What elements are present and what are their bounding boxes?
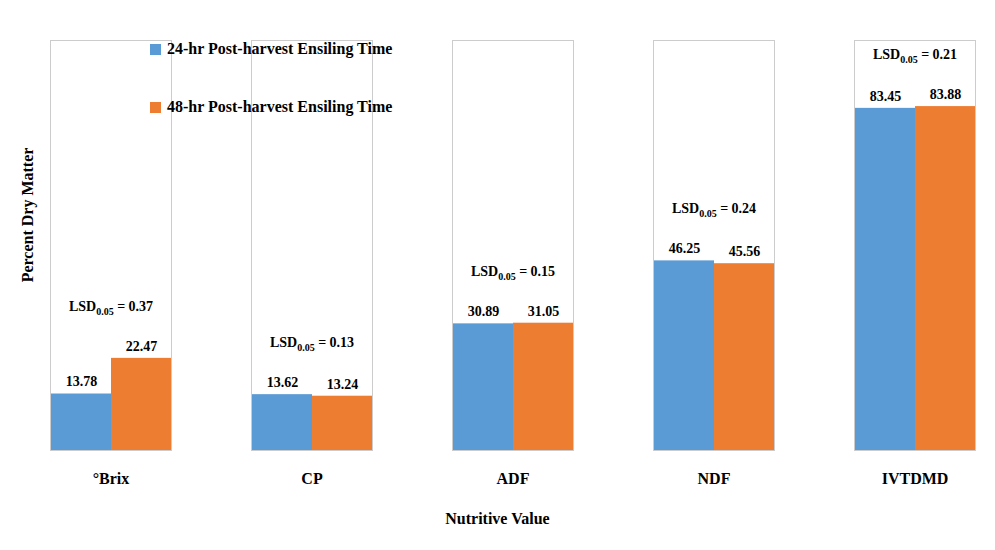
- svg-text:ADF: ADF: [497, 470, 530, 487]
- html-text:48-hr Post-harvest Ensiling Ti: 48-hr Post-harvest Ensiling Time: [167, 98, 393, 115]
- svg-text:45.56: 45.56: [729, 244, 761, 259]
- svg-text:NDF: NDF: [698, 470, 731, 487]
- svg-text:83.88: 83.88: [930, 87, 962, 102]
- svg-text:13.24: 13.24: [327, 377, 359, 392]
- svg-text:CP: CP: [301, 470, 323, 487]
- svg-text:13.62: 13.62: [267, 375, 299, 390]
- svg-text:LSD0.05 = 0.21: LSD0.05 = 0.21: [873, 47, 957, 65]
- html-text:24-hr Post-harvest Ensiling Ti: 24-hr Post-harvest Ensiling Time: [167, 40, 393, 57]
- svg-text:LSD0.05 = 0.37: LSD0.05 = 0.37: [69, 299, 153, 317]
- svg-text:83.45: 83.45: [870, 89, 902, 104]
- svg-text:31.05: 31.05: [528, 304, 560, 319]
- svg-text:IVTDMD: IVTDMD: [882, 470, 949, 487]
- svg-text:22.47: 22.47: [126, 339, 158, 354]
- svg-text:LSD0.05 = 0.15: LSD0.05 = 0.15: [471, 264, 555, 282]
- svg-text:LSD0.05 = 0.24: LSD0.05 = 0.24: [672, 201, 756, 219]
- svg-text:LSD0.05 = 0.13: LSD0.05 = 0.13: [270, 335, 354, 353]
- html-text:Percent Dry Matter: Percent Dry Matter: [19, 147, 36, 283]
- svg-text:30.89: 30.89: [468, 304, 500, 319]
- html-text:Nutritive Value: Nutritive Value: [445, 510, 550, 527]
- svg-text:13.78: 13.78: [66, 374, 98, 389]
- svg-text:°Brix: °Brix: [93, 470, 130, 487]
- svg-text:46.25: 46.25: [669, 241, 701, 256]
